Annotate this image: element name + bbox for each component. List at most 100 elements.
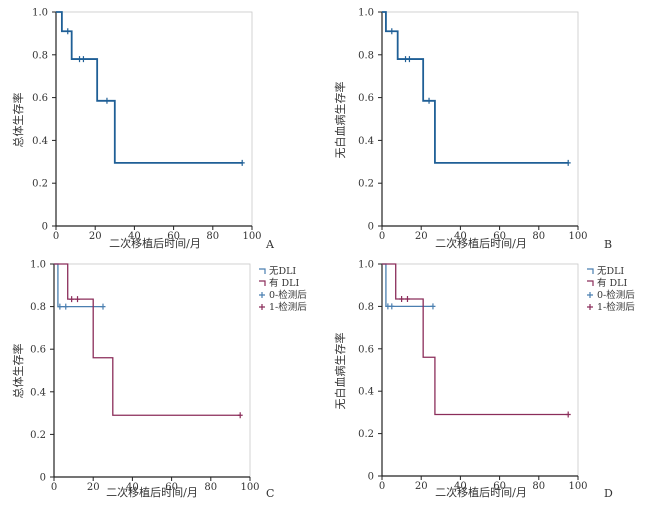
x-tick-label: 20 [415, 481, 428, 492]
y-tick-label: 0 [368, 472, 374, 483]
censor-mark [565, 411, 571, 418]
x-tick-label: 0 [379, 481, 385, 492]
x-axis-title: 二次移植后时间/月 [109, 236, 201, 250]
x-tick-label: 80 [206, 231, 219, 242]
panel-d: 0 0.2 0.4 0.6 0.8 1.0 0 20 40 60 80 100 二次移植后时间/月 无白血… [333, 260, 635, 501]
panel-label: A [265, 238, 275, 251]
censor-mark [57, 303, 63, 310]
censor-mark [430, 303, 436, 310]
x-tick-label: 40 [454, 481, 467, 492]
legend-step-icon [259, 280, 266, 286]
censor-mark [389, 28, 395, 35]
y-tick-label: 0.2 [358, 429, 374, 440]
censor-mark [399, 295, 405, 302]
y-tick-label: 0.8 [358, 50, 374, 61]
survival-step-line [54, 263, 103, 308]
censor-mark [75, 296, 81, 303]
x-axis-title: 二次移植后时间/月 [106, 485, 198, 499]
censor-mark [100, 303, 106, 310]
censor-mark [565, 159, 571, 166]
y-tick-label: 0.6 [30, 345, 46, 356]
censor-mark [104, 97, 110, 104]
y-axis-title: 无白血病生存率 [333, 333, 347, 410]
km-series-0 [382, 11, 571, 166]
x-tick-label: 40 [128, 231, 141, 242]
x-tick-label: 0 [379, 231, 385, 242]
km-series-0 [54, 263, 106, 310]
km-series-1 [382, 263, 571, 418]
legend-item: 有 DLI [587, 277, 627, 289]
legend-item: 无DLI [259, 266, 296, 277]
legend-label: 1-检测后 [269, 301, 307, 313]
x-tick-label: 0 [53, 231, 59, 242]
x-tick-label: 80 [204, 482, 217, 493]
legend-label: 无DLI [269, 266, 296, 277]
survival-step-line [54, 263, 241, 416]
x-tick-label: 60 [167, 231, 180, 242]
y-axis-title: 总体生存率 [11, 344, 25, 399]
y-axis-title: 无白血病生存率 [333, 82, 347, 159]
panel-label: C [266, 487, 274, 500]
y-tick-label: 0.4 [358, 387, 374, 398]
panel-c: 0 0.2 0.4 0.6 0.8 1.0 0 20 40 60 80 100 二次移植后时间/月 总体生… [11, 260, 307, 501]
x-tick-label: 100 [568, 231, 587, 242]
panel-a: 0 0.2 0.4 0.6 0.8 1.0 0 20 40 60 80 100 二次移植后时间/月 总体生… [11, 8, 275, 252]
x-tick-label: 0 [51, 482, 57, 493]
y-tick-label: 0.6 [358, 344, 374, 355]
censor-mark [80, 56, 86, 63]
censor-mark [404, 295, 410, 302]
censor-mark [389, 303, 395, 310]
legend-item: 1-检测后 [587, 301, 635, 313]
censor-mark [65, 28, 71, 35]
x-tick-label: 60 [493, 481, 506, 492]
y-tick-label: 0.2 [358, 179, 374, 190]
x-tick-label: 40 [454, 231, 467, 242]
km-series-0 [382, 263, 436, 310]
y-tick-label: 1.0 [32, 8, 48, 19]
legend-cross-icon [587, 304, 593, 310]
y-tick-label: 0.4 [358, 136, 374, 147]
x-tick-label: 80 [532, 231, 545, 242]
x-axis-title: 二次移植后时间/月 [435, 485, 527, 499]
y-tick-label: 1.0 [358, 260, 374, 271]
legend-cross-icon [259, 292, 265, 298]
plot-frame [53, 263, 251, 478]
x-tick-label: 20 [87, 482, 100, 493]
legend-label: 1-检测后 [597, 301, 635, 313]
y-tick-label: 0 [40, 473, 46, 484]
censor-mark [239, 159, 245, 166]
legend-cross-icon [587, 292, 593, 298]
legend-item: 无DLI [587, 266, 624, 277]
panel-label: D [604, 487, 613, 500]
panel-b: 0 0.2 0.4 0.6 0.8 1.0 0 20 40 60 80 100 二次移植后时间/月 无白血… [333, 8, 612, 252]
y-tick-label: 0 [42, 222, 48, 233]
legend-item: 有 DLI [259, 277, 299, 289]
x-tick-label: 40 [126, 482, 139, 493]
plot-frame [381, 263, 579, 477]
x-tick-label: 100 [240, 482, 259, 493]
x-tick-label: 100 [242, 231, 261, 242]
legend-label: 有 DLI [269, 277, 299, 289]
y-tick-label: 0.2 [30, 430, 46, 441]
x-tick-label: 80 [532, 481, 545, 492]
censor-mark [69, 296, 75, 303]
legend-step-icon [587, 280, 594, 286]
legend-label: 0-检测后 [269, 289, 307, 301]
y-tick-label: 0.8 [30, 302, 46, 313]
plot-frame [381, 11, 579, 227]
survival-step-line [56, 11, 243, 164]
y-tick-label: 0.6 [358, 93, 374, 104]
x-tick-label: 60 [493, 231, 506, 242]
x-tick-label: 20 [415, 231, 428, 242]
x-tick-label: 60 [165, 482, 178, 493]
y-tick-label: 0.8 [358, 302, 374, 313]
x-axis-title: 二次移植后时间/月 [435, 236, 527, 250]
km-series-1 [54, 263, 243, 419]
legend-label: 0-检测后 [597, 289, 635, 301]
y-tick-label: 0 [368, 222, 374, 233]
y-tick-label: 1.0 [30, 260, 46, 271]
legend-step-icon [587, 268, 594, 274]
